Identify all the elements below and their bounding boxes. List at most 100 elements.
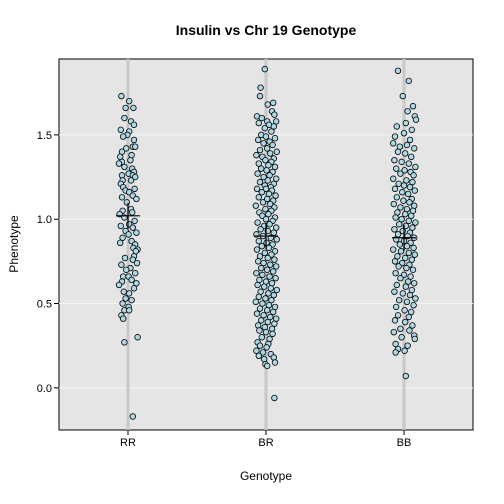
data-point: [395, 180, 402, 187]
data-point: [264, 101, 271, 108]
data-point: [273, 175, 280, 182]
data-point: [128, 296, 135, 304]
data-point: [394, 312, 402, 319]
data-point: [260, 312, 267, 319]
data-point: [405, 160, 412, 167]
y-axis-label: Phenotype: [7, 215, 21, 273]
data-point: [256, 92, 264, 100]
data-point: [402, 254, 409, 262]
data-point: [263, 167, 270, 174]
data-point: [273, 236, 280, 243]
data-point: [125, 290, 133, 297]
data-point: [399, 92, 406, 100]
data-point: [116, 239, 124, 247]
data-point: [264, 254, 271, 262]
data-point: [258, 165, 265, 172]
data-point: [259, 349, 267, 356]
data-point: [400, 197, 407, 204]
data-point: [273, 263, 280, 270]
data-points: [115, 65, 420, 420]
data-point: [409, 224, 416, 231]
data-point: [404, 342, 411, 349]
data-point: [264, 177, 271, 184]
data-point: [131, 217, 138, 225]
data-point: [412, 219, 419, 226]
data-point: [258, 317, 265, 324]
data-point: [272, 192, 279, 199]
data-point: [397, 248, 405, 255]
data-point: [253, 185, 261, 193]
data-point: [130, 285, 138, 292]
data-point: [397, 204, 404, 211]
data-point: [408, 212, 415, 220]
data-point: [270, 229, 277, 236]
data-point: [121, 254, 129, 262]
data-point: [402, 119, 409, 127]
data-point: [405, 249, 412, 257]
data-point: [264, 195, 271, 203]
data-point: [253, 151, 260, 159]
data-point: [396, 221, 403, 228]
data-point: [400, 129, 408, 137]
data-point: [405, 217, 412, 225]
data-point: [393, 194, 400, 201]
data-point: [267, 261, 274, 268]
data-point: [390, 328, 397, 336]
data-point: [398, 216, 405, 223]
data-point: [271, 359, 279, 366]
data-point: [409, 266, 417, 273]
data-point: [130, 104, 137, 112]
data-point: [393, 303, 400, 311]
data-point: [394, 253, 401, 260]
data-point: [133, 195, 140, 203]
data-point: [131, 143, 139, 150]
data-point: [262, 216, 270, 223]
data-point: [408, 308, 415, 316]
data-point: [128, 209, 136, 216]
data-point: [253, 347, 260, 354]
data-point: [400, 182, 408, 189]
data-point: [412, 116, 420, 123]
data-point: [121, 339, 128, 346]
data-point: [408, 126, 415, 134]
data-point: [271, 256, 278, 263]
data-point: [255, 136, 262, 144]
data-point: [255, 352, 262, 359]
data-point: [397, 275, 404, 282]
data-point: [268, 296, 275, 304]
data-point: [410, 244, 417, 252]
data-point: [394, 148, 402, 155]
data-point: [262, 133, 270, 140]
data-point: [256, 146, 264, 154]
data-point: [118, 194, 126, 201]
y-ticks: 0.0 0.5 1.0 1.5: [37, 130, 59, 395]
data-point: [391, 258, 399, 265]
data-point: [397, 325, 404, 333]
y-tick-label: 0.0: [37, 383, 52, 395]
data-point: [258, 189, 265, 196]
data-point: [393, 165, 400, 172]
data-point: [396, 296, 403, 304]
data-point: [256, 305, 264, 312]
data-point: [129, 224, 136, 231]
data-point: [399, 290, 406, 297]
data-point: [398, 334, 405, 341]
data-point: [262, 328, 270, 336]
data-point: [267, 313, 274, 321]
data-point: [392, 349, 399, 356]
data-point: [266, 221, 273, 228]
data-point: [263, 344, 270, 351]
y-tick-label: 1.0: [37, 214, 52, 226]
data-point: [255, 237, 262, 245]
data-point: [133, 229, 140, 236]
data-point: [399, 189, 406, 196]
data-point: [258, 334, 265, 341]
data-point: [262, 295, 269, 302]
data-point: [115, 281, 123, 289]
data-point: [127, 177, 135, 184]
data-point: [402, 210, 409, 218]
data-point: [122, 145, 130, 152]
data-point: [257, 226, 264, 233]
data-point: [257, 84, 264, 91]
